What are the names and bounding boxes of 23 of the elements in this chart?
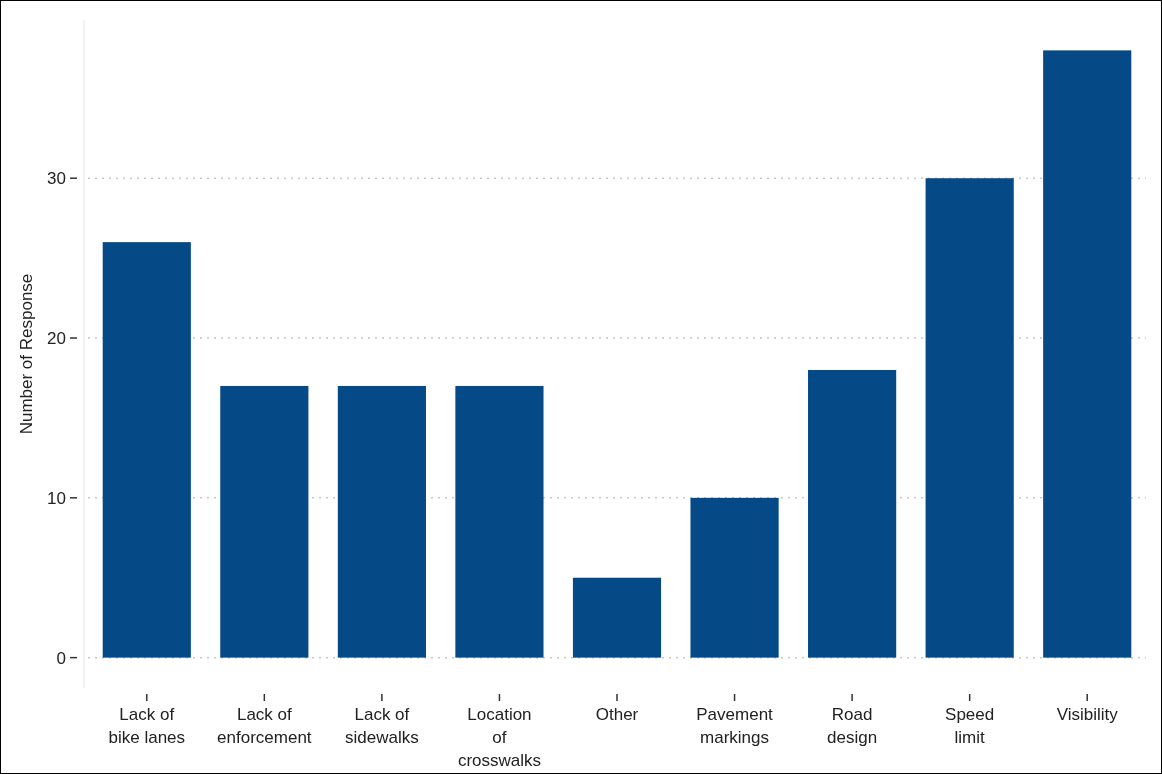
- x-tick-label: Lack of enforcement: [217, 705, 312, 747]
- bar: [690, 497, 779, 658]
- bar: [455, 385, 544, 658]
- x-tick-label: Lack of sidewalks: [345, 705, 419, 747]
- x-tick-label: Speed limit: [945, 705, 995, 747]
- bar: [808, 369, 897, 658]
- bar: [925, 178, 1014, 658]
- bar: [1043, 50, 1132, 658]
- x-tick-label: Location of crosswalks: [457, 705, 542, 770]
- x-tick-label: Lack of bike lanes: [108, 705, 186, 747]
- bar: [572, 577, 662, 658]
- y-tick-label: 10: [47, 488, 66, 508]
- y-axis-title: Number of Response: [17, 273, 36, 435]
- y-tick-label: 0: [56, 648, 66, 668]
- bar: [220, 385, 309, 658]
- bar: [102, 242, 191, 658]
- x-tick-label: Pavement markings: [696, 705, 774, 747]
- x-tick-label: Road design: [827, 705, 878, 747]
- x-tick-label: Other: [595, 705, 639, 724]
- bar: [337, 385, 426, 658]
- y-tick-label: 20: [47, 328, 66, 348]
- x-tick-label: Visibility: [1056, 705, 1119, 724]
- y-tick-label: 30: [47, 169, 66, 189]
